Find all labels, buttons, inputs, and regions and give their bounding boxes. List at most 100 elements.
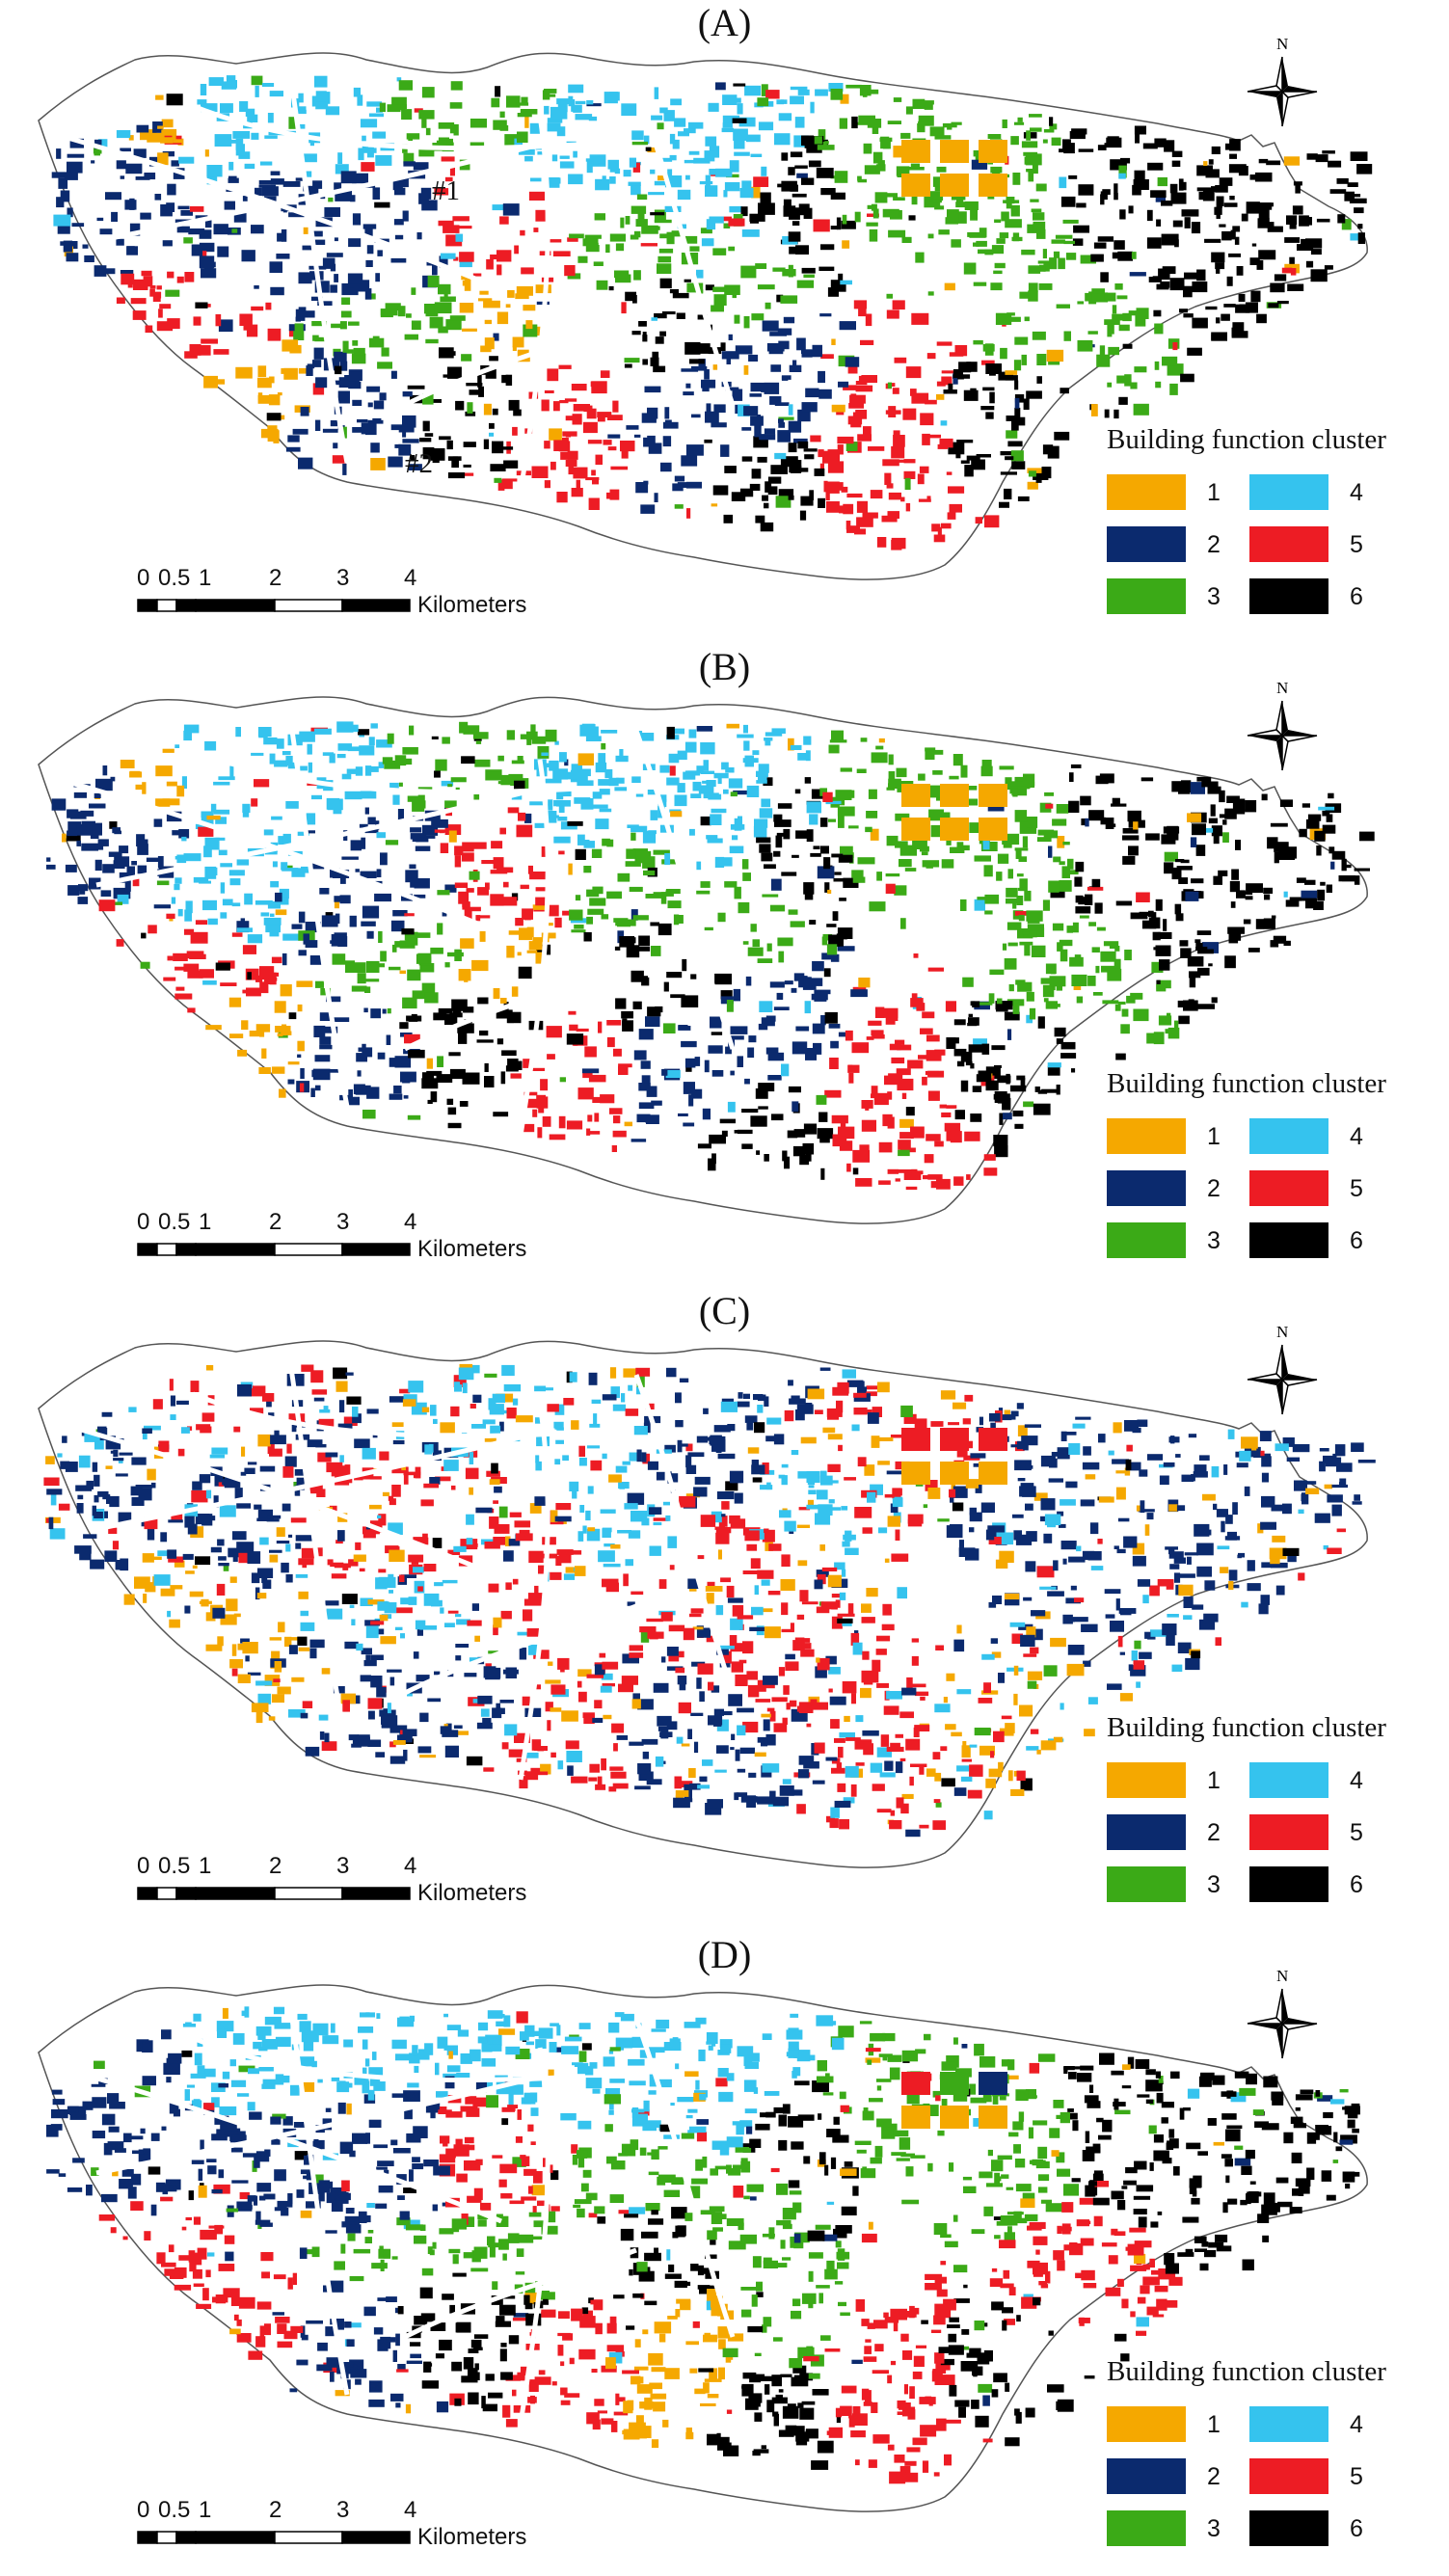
building [703, 1409, 709, 1414]
building [214, 224, 228, 234]
building [121, 274, 134, 285]
building [1229, 196, 1234, 200]
building [285, 1544, 290, 1552]
building [267, 1516, 281, 1519]
legend-swatch-1 [1107, 474, 1186, 510]
building [435, 302, 452, 313]
building [1248, 948, 1260, 953]
building [374, 894, 391, 901]
building [1069, 957, 1084, 967]
building [630, 1645, 643, 1650]
building [792, 221, 799, 226]
building [696, 765, 703, 771]
building [592, 849, 602, 858]
building [1122, 856, 1135, 865]
building [766, 1016, 776, 1022]
building [368, 403, 373, 408]
building [46, 865, 56, 870]
building [451, 81, 463, 90]
building [319, 1715, 329, 1721]
building [513, 337, 524, 348]
building [604, 1564, 621, 1568]
building [212, 1608, 225, 1619]
building [729, 778, 742, 788]
building [983, 1167, 997, 1175]
building [217, 247, 228, 257]
building [353, 213, 361, 225]
building [205, 149, 209, 156]
building [769, 351, 784, 355]
building [1192, 1604, 1203, 1609]
building [813, 1043, 821, 1055]
building [301, 1611, 309, 1616]
building [723, 122, 733, 127]
building [368, 420, 384, 424]
building [578, 1531, 584, 1542]
building [862, 1651, 869, 1660]
building [1229, 1570, 1238, 1580]
building [824, 968, 831, 977]
building [399, 427, 415, 433]
building [475, 915, 480, 921]
building [695, 1477, 711, 1485]
building [172, 830, 182, 835]
building [832, 405, 845, 413]
building [1054, 432, 1069, 441]
building [312, 360, 321, 367]
building [900, 133, 910, 139]
building [335, 237, 338, 241]
legend-label-3: 3 [1207, 1227, 1221, 1255]
building [319, 1036, 331, 1045]
building [170, 1414, 175, 1420]
building [254, 1505, 261, 1510]
building [613, 1049, 622, 1057]
building [795, 790, 801, 794]
building [762, 496, 768, 501]
building [721, 342, 726, 351]
building [983, 1682, 991, 1693]
building [1354, 1494, 1360, 1501]
building [828, 287, 839, 297]
building [757, 1570, 773, 1579]
building [872, 1086, 878, 1093]
building [1028, 1681, 1037, 1689]
building [1022, 141, 1037, 148]
building [1154, 324, 1163, 335]
building [1260, 1431, 1272, 1441]
building [202, 900, 217, 910]
building [195, 345, 211, 356]
building [369, 1505, 382, 1510]
building [984, 1154, 996, 1161]
building [962, 1741, 966, 1752]
building [743, 740, 749, 750]
building [964, 263, 977, 275]
building [951, 1131, 962, 1142]
building [569, 234, 584, 239]
building [251, 225, 264, 233]
building [346, 1397, 361, 1405]
building [504, 1384, 521, 1391]
building [852, 1425, 860, 1432]
building [835, 872, 842, 874]
building [1063, 220, 1079, 224]
building [1070, 131, 1086, 139]
building [683, 1123, 694, 1127]
building [176, 855, 186, 864]
building [586, 917, 593, 925]
building [944, 389, 957, 394]
building [399, 80, 413, 91]
building [815, 136, 822, 144]
building [559, 1116, 566, 1129]
building [362, 1110, 376, 1118]
building [199, 881, 211, 884]
building [1013, 1694, 1017, 1705]
building [756, 1088, 768, 1099]
building [1088, 331, 1098, 335]
building [1147, 210, 1153, 221]
building [447, 351, 456, 356]
building [830, 1818, 839, 1828]
building [519, 927, 532, 940]
building [830, 1697, 846, 1705]
building [586, 1129, 590, 1136]
building [934, 1141, 944, 1147]
